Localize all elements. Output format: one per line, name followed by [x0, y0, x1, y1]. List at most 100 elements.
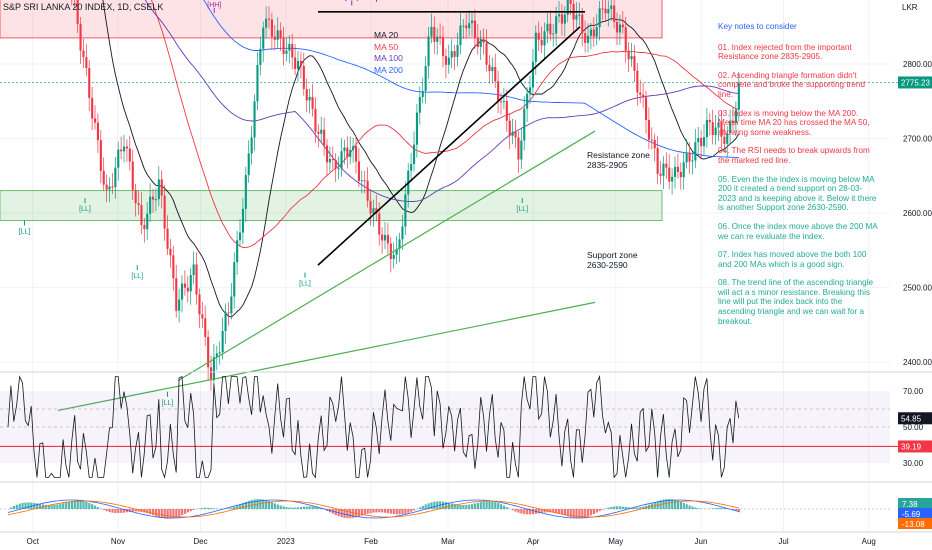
ma-legend-item: MA 50	[374, 41, 399, 52]
candle-body	[189, 275, 192, 292]
time-tick-label: Jun	[695, 537, 708, 546]
macd-histogram-bar	[297, 507, 300, 509]
candle-body	[221, 330, 224, 353]
macd-histogram-bar	[688, 505, 691, 509]
candle-body	[198, 294, 201, 315]
candle-body	[297, 60, 300, 69]
candle-body	[96, 122, 99, 141]
macd-histogram-bar	[279, 505, 282, 509]
candle-body	[131, 161, 134, 190]
rsi-tick-label: 30.00	[903, 459, 924, 468]
macd-histogram-bar	[172, 509, 175, 519]
candle-body	[726, 133, 729, 144]
candle-body	[85, 57, 88, 69]
candle-body	[384, 234, 387, 241]
macd-histogram-bar	[642, 506, 645, 509]
candle-body	[566, 0, 569, 15]
candle-body	[195, 264, 198, 295]
candle-body	[653, 139, 656, 149]
macd-histogram-bar	[476, 502, 479, 509]
macd-histogram-bar	[201, 507, 204, 509]
rsi-last-text: 54.85	[901, 414, 922, 423]
macd-histogram-bar	[265, 500, 268, 509]
support-label: Support zone 2630-2590	[587, 250, 638, 270]
macd-histogram-bar	[607, 507, 610, 509]
macd-histogram-bar	[671, 499, 674, 509]
candle-body	[421, 90, 424, 97]
macd-histogram-bar	[587, 509, 590, 517]
macd-histogram-bar	[584, 509, 587, 518]
macd-histogram-bar	[85, 501, 88, 509]
swing-labels: [LL][LL][LL][LL][HH][LL][HH][HH][HH][LL]	[19, 0, 528, 407]
candle-body	[91, 97, 94, 119]
macd-histogram-bar	[645, 505, 648, 509]
candle-body	[181, 283, 184, 300]
macd-histogram-bar	[210, 508, 213, 509]
candle-body	[134, 189, 137, 204]
macd-histogram-bar	[131, 509, 134, 512]
candle-body	[415, 112, 418, 145]
macd-histogram-bar	[128, 509, 131, 512]
candle-body	[540, 39, 543, 46]
ascending-trendline	[317, 26, 581, 266]
macd-signal-line	[7, 500, 739, 518]
macd-value-text: 7.38	[902, 500, 918, 509]
candle-body	[236, 240, 239, 263]
macd-histogram-bar	[253, 499, 256, 509]
macd-histogram-bar	[120, 509, 123, 513]
candle-body	[468, 23, 471, 29]
macd-histogram-bar	[665, 499, 668, 509]
time-tick-label: 2023	[277, 537, 295, 546]
macd-histogram-bar	[207, 507, 210, 509]
candle-body	[705, 119, 708, 138]
rsi-last-badge	[898, 412, 932, 425]
macd-histogram-bar	[494, 502, 497, 509]
macd-histogram-bar	[183, 509, 187, 514]
macd-histogram-bar	[186, 509, 189, 513]
candle-body	[285, 50, 288, 54]
candle-body	[268, 18, 271, 20]
candle-body	[500, 101, 503, 103]
candle-body	[99, 140, 102, 171]
candle-body	[369, 200, 372, 214]
macd-histogram-bar	[375, 509, 378, 513]
macd-histogram-bar	[9, 507, 13, 509]
macd-histogram-bar	[59, 503, 62, 509]
macd-histogram-bar	[624, 506, 627, 509]
support-title: Support zone	[587, 250, 638, 260]
time-tick-label: Oct	[27, 537, 40, 546]
macd-histogram-bar	[357, 509, 361, 517]
macd-histogram-bar	[79, 500, 82, 509]
candle-body	[279, 30, 282, 38]
candle-body	[343, 147, 346, 152]
macd-histogram-bar	[291, 507, 294, 509]
candle-body	[239, 232, 242, 241]
macd-histogram-bar	[27, 502, 30, 509]
candle-body	[175, 278, 178, 311]
time-tick-label: Dec	[193, 537, 207, 546]
macd-histogram-bar	[247, 500, 250, 509]
resistance-title: Resistance zone	[587, 150, 650, 160]
candle-body	[395, 248, 398, 255]
candle-body	[224, 312, 227, 331]
price-tick-label: 2500.00	[903, 284, 932, 293]
candle-body	[549, 23, 552, 35]
candle-body	[355, 146, 358, 162]
macd-histogram-bar	[230, 507, 233, 509]
candle-body	[128, 148, 131, 162]
candle-body	[291, 43, 294, 58]
candle-body	[149, 196, 152, 214]
macd-histogram-bar	[679, 501, 682, 509]
macd-histogram-bar	[50, 505, 53, 509]
candle-body	[543, 31, 546, 46]
macd-histogram-bar	[601, 509, 604, 510]
candle-body	[102, 170, 105, 185]
macd-histogram-bar	[714, 508, 717, 509]
candle-body	[647, 119, 650, 140]
macd-histogram-bar	[244, 501, 247, 509]
macd-histogram-bar	[616, 506, 619, 509]
macd-histogram-bar	[181, 509, 184, 516]
candle-body	[604, 8, 607, 14]
last-price-badge	[898, 76, 932, 89]
